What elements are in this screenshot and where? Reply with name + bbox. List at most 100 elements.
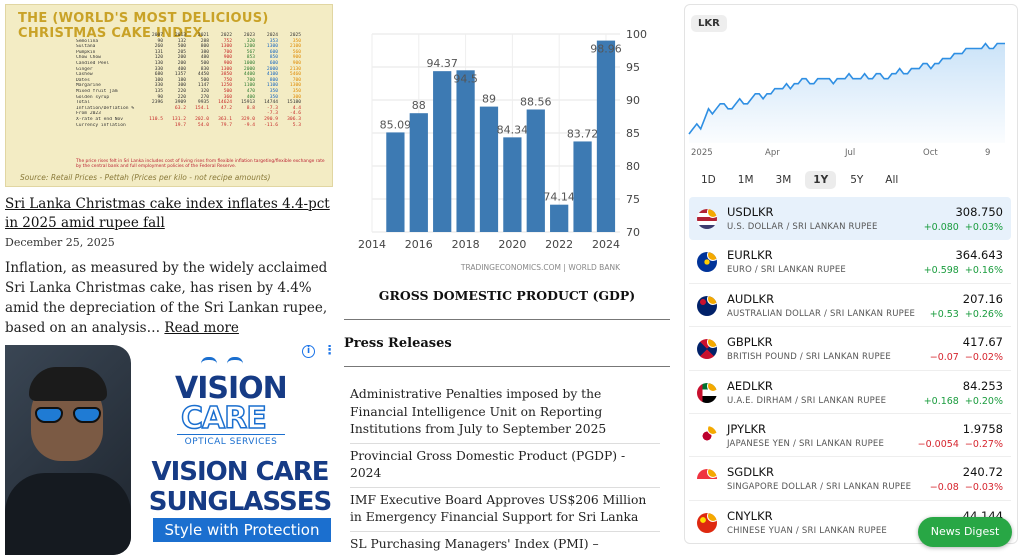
- fx-widget: LKR 2025 Apr Jul Oct 9 1D 1M 3M 1Y 5Y All USDLKR U…: [684, 4, 1018, 544]
- read-more-link[interactable]: Read more: [164, 320, 239, 336]
- cake-table-cell: 130: [154, 60, 163, 66]
- fx-pair-name: U.S. DOLLAR / SRI LANKAN RUPEE: [727, 222, 878, 232]
- cake-table-cell: 900: [223, 55, 232, 61]
- fx-symbol-pill[interactable]: LKR: [691, 15, 727, 32]
- vision-care-ad[interactable]: VISION CARE OPTICAL SERVICES VISION CARE…: [5, 345, 333, 555]
- cake-table-cell: 2021: [197, 33, 209, 38]
- fx-change-pct: +0.03%: [964, 222, 1003, 233]
- cake-table-cell: Semolina: [76, 38, 99, 44]
- cake-table-cell: 500: [223, 88, 232, 94]
- cake-table-cell: 900: [292, 60, 301, 66]
- cake-table-cell: 90: [157, 38, 163, 44]
- fx-row-gbplkr[interactable]: GBPLKR BRITISH POUND / SRI LANKAN RUPEE 41…: [689, 327, 1011, 371]
- gdp-y-tick-label: 95: [626, 61, 640, 74]
- period-tab-all[interactable]: All: [885, 174, 899, 186]
- cake-table-cell: 1200: [243, 44, 255, 50]
- gdp-bar[interactable]: [573, 141, 592, 232]
- gdp-bar[interactable]: [456, 70, 475, 232]
- cake-table-cell: 270: [200, 94, 209, 100]
- gdp-chart-title: GROSS DOMESTIC PRODUCT (GDP): [378, 288, 636, 303]
- article-summary-text: Inflation, as measured by the widely acc…: [5, 260, 328, 336]
- fx-pair-name: SINGAPORE DOLLAR / SRI LANKAN RUPEE: [727, 482, 912, 493]
- cake-index-image[interactable]: THE (WORLD'S MOST DELICIOUS) CHRISTMAS C…: [5, 4, 333, 187]
- fx-change-pct: +0.26%: [964, 308, 1003, 320]
- gdp-bar[interactable]: [479, 106, 499, 232]
- fx-row-eurlkr[interactable]: EURLKR EURO / SRI LANKAN RUPEE 364.643 +0.5…: [689, 240, 1011, 284]
- press-release-link[interactable]: Administrative Penalties imposed by the …: [350, 382, 660, 444]
- cake-table-cell: 120: [154, 55, 163, 61]
- fx-change-pct: +0.16%: [964, 265, 1003, 277]
- fx-price: 364.643: [955, 248, 1003, 263]
- gdp-bar[interactable]: [433, 71, 452, 232]
- gdp-bar[interactable]: [526, 109, 545, 232]
- cake-table-cell: -11.6: [264, 122, 278, 128]
- fx-row-jpylkr[interactable]: JPYLKR JAPANESE YEN / SRI LANKAN RUPEE 1.9…: [689, 414, 1011, 458]
- period-tab-3m[interactable]: 3M: [775, 174, 792, 186]
- cake-table-cell: 202.0: [195, 116, 209, 122]
- ad-logo-care: CARE: [180, 400, 267, 437]
- cake-table-cell: Cashew: [76, 72, 93, 78]
- fx-pair-name: BRITISH POUND / SRI LANKAN RUPEE: [727, 352, 891, 363]
- gdp-bar[interactable]: [596, 40, 616, 232]
- cake-table-cell: 2024: [266, 33, 278, 38]
- fx-change-pct: +0.20%: [964, 395, 1003, 407]
- cake-table-row: X-rate at end Nov 110.5 131.2 202.0 363.1 329…: [76, 117, 326, 123]
- cake-table-cell: 480: [200, 55, 209, 61]
- cake-table-row: Inflation/Deflation % 63.2 154.1 47.2 8.8 -7.…: [76, 106, 326, 112]
- fx-row-aedlkr[interactable]: AEDLKR U.A.E. DIRHAM / SRI LANKAN RUPEE 84…: [689, 371, 1011, 414]
- gdp-bar-label: 94.5: [453, 72, 478, 85]
- press-release-link[interactable]: IMF Executive Board Approves US$206 Mill…: [350, 488, 660, 532]
- divider: [344, 319, 670, 320]
- cake-table-cell: 131: [154, 49, 163, 55]
- fx-line-area: [689, 43, 1005, 143]
- ad-info-icon[interactable]: i: [302, 345, 315, 358]
- cake-table-cell: 4.4: [292, 105, 301, 111]
- cake-table-cell: 600: [269, 60, 278, 66]
- cake-table-cell: 400: [246, 94, 255, 100]
- fx-change-abs: +0.080: [923, 222, 959, 233]
- news-digest-button[interactable]: News Digest: [918, 517, 1012, 547]
- ad-menu-icon[interactable]: ⋮: [323, 345, 333, 358]
- cake-table-cell: 900: [292, 55, 301, 61]
- cake-table-cell: 380: [200, 49, 209, 55]
- cake-table-cell: 110.5: [149, 116, 163, 122]
- fx-change-abs: −0.07: [929, 352, 959, 364]
- press-release-link[interactable]: Provincial Gross Domestic Product (PGDP)…: [350, 444, 660, 488]
- lkr-flag-icon: [707, 512, 717, 522]
- fx-line-chart[interactable]: [685, 35, 1018, 145]
- currency-flag-icon: [697, 425, 717, 446]
- cake-index-table: 2007 2013 2021 2022 2023 2024 2025 Semolina 90 13…: [76, 33, 326, 128]
- fx-row-sgdlkr[interactable]: SGDLKR SINGAPORE DOLLAR / SRI LANKAN RUPE…: [689, 457, 1011, 501]
- period-tab-1y[interactable]: 1Y: [805, 171, 837, 189]
- period-tab-5y[interactable]: 5Y: [850, 174, 864, 186]
- gdp-bar[interactable]: [409, 113, 428, 232]
- fx-row-usdlkr[interactable]: USDLKR U.S. DOLLAR / SRI LANKAN RUPEE 308.…: [689, 197, 1011, 241]
- fx-symbol: USDLKR: [727, 205, 774, 219]
- cake-table-cell: Inflation/Deflation %: [76, 105, 135, 111]
- fx-pair-name: CHINESE YUAN / SRI LANKAN RUPEE: [727, 525, 887, 536]
- gdp-bar[interactable]: [386, 132, 405, 232]
- gdp-bar[interactable]: [550, 204, 569, 232]
- cake-table-cell: 79.7: [220, 122, 232, 128]
- eyes-logo-icon: [201, 357, 243, 364]
- period-tab-1d[interactable]: 1D: [701, 174, 716, 186]
- fx-row-audlkr[interactable]: AUDLKR AUSTRALIAN DOLLAR / SRI LANKAN RUP…: [689, 284, 1011, 328]
- press-release-link[interactable]: SL Purchasing Managers' Index (PMI) – No…: [350, 532, 660, 555]
- cake-table-cell: 4450: [197, 72, 209, 78]
- cake-index-note: The price rises felt in Sri Lanka includ…: [76, 159, 325, 170]
- fx-price: 240.72: [962, 465, 1003, 480]
- currency-flag-icon: [697, 209, 717, 229]
- period-selector: 1D 1M 3M 1Y 5Y All: [693, 171, 906, 189]
- period-tab-1m[interactable]: 1M: [737, 174, 754, 186]
- fx-change: +0.168 +0.20%: [924, 396, 1003, 407]
- gdp-x-tick-label: 2024: [592, 238, 620, 251]
- cake-table-cell: 1147: [197, 83, 209, 89]
- fx-change-pct: −0.27%: [964, 438, 1003, 450]
- gdp-bar-label: 83.72: [567, 127, 599, 140]
- cake-table-cell: Pumpkin: [76, 49, 96, 55]
- lkr-flag-icon: [707, 252, 717, 262]
- cake-table-cell: Currency inflation: [76, 122, 126, 128]
- gdp-bar[interactable]: [503, 137, 522, 232]
- article-headline[interactable]: Sri Lanka Christmas cake index inflates …: [5, 196, 330, 231]
- cake-table-cell: 14744: [264, 100, 278, 106]
